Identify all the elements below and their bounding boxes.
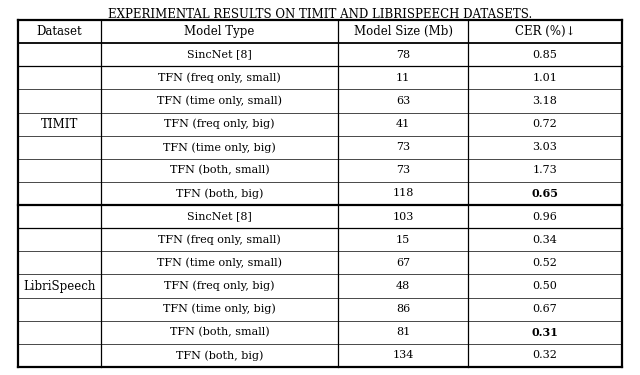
- Text: 0.72: 0.72: [532, 119, 557, 129]
- Text: TFN (freq only, big): TFN (freq only, big): [164, 281, 275, 291]
- Text: TFN (time only, big): TFN (time only, big): [163, 304, 276, 315]
- Text: SincNet [8]: SincNet [8]: [187, 50, 252, 60]
- Text: 103: 103: [392, 211, 413, 222]
- Text: 11: 11: [396, 73, 410, 83]
- Text: TFN (both, small): TFN (both, small): [170, 327, 269, 338]
- Text: 78: 78: [396, 50, 410, 60]
- Text: LibriSpeech: LibriSpeech: [23, 279, 95, 292]
- Text: 41: 41: [396, 119, 410, 129]
- Text: 73: 73: [396, 142, 410, 152]
- Text: 0.32: 0.32: [532, 350, 557, 360]
- Text: 0.65: 0.65: [531, 188, 559, 199]
- Text: Model Type: Model Type: [184, 25, 255, 38]
- Text: TFN (time only, small): TFN (time only, small): [157, 258, 282, 268]
- Text: Model Size (Mb): Model Size (Mb): [353, 25, 452, 38]
- Text: SincNet [8]: SincNet [8]: [187, 211, 252, 222]
- Text: TFN (time only, big): TFN (time only, big): [163, 142, 276, 153]
- Text: 1.73: 1.73: [532, 165, 557, 176]
- Text: 67: 67: [396, 258, 410, 268]
- Text: 0.67: 0.67: [532, 304, 557, 314]
- Text: EXPERIMENTAL RESULTS ON TIMIT AND LIBRISPEECH DATASETS.: EXPERIMENTAL RESULTS ON TIMIT AND LIBRIS…: [108, 8, 532, 21]
- Text: 81: 81: [396, 327, 410, 337]
- Text: 73: 73: [396, 165, 410, 176]
- Text: 0.85: 0.85: [532, 50, 557, 60]
- Text: TFN (freq only, big): TFN (freq only, big): [164, 119, 275, 129]
- Text: TFN (freq only, small): TFN (freq only, small): [158, 72, 281, 83]
- Text: TFN (time only, small): TFN (time only, small): [157, 96, 282, 106]
- Text: 48: 48: [396, 281, 410, 291]
- Text: 63: 63: [396, 96, 410, 106]
- Text: 3.18: 3.18: [532, 96, 557, 106]
- Text: 1.01: 1.01: [532, 73, 557, 83]
- Text: 134: 134: [392, 350, 413, 360]
- Text: CER (%)↓: CER (%)↓: [515, 25, 575, 38]
- Text: TFN (both, big): TFN (both, big): [176, 350, 263, 361]
- Text: 3.03: 3.03: [532, 142, 557, 152]
- Text: Dataset: Dataset: [36, 25, 82, 38]
- Text: 0.52: 0.52: [532, 258, 557, 268]
- Text: TFN (both, small): TFN (both, small): [170, 165, 269, 176]
- Text: 86: 86: [396, 304, 410, 314]
- Text: 15: 15: [396, 235, 410, 245]
- Text: 0.50: 0.50: [532, 281, 557, 291]
- Text: 0.96: 0.96: [532, 211, 557, 222]
- Text: TFN (both, big): TFN (both, big): [176, 188, 263, 199]
- Text: 0.34: 0.34: [532, 235, 557, 245]
- Text: 118: 118: [392, 189, 413, 198]
- Text: TIMIT: TIMIT: [41, 118, 78, 130]
- Text: TFN (freq only, small): TFN (freq only, small): [158, 234, 281, 245]
- Text: 0.31: 0.31: [532, 327, 559, 338]
